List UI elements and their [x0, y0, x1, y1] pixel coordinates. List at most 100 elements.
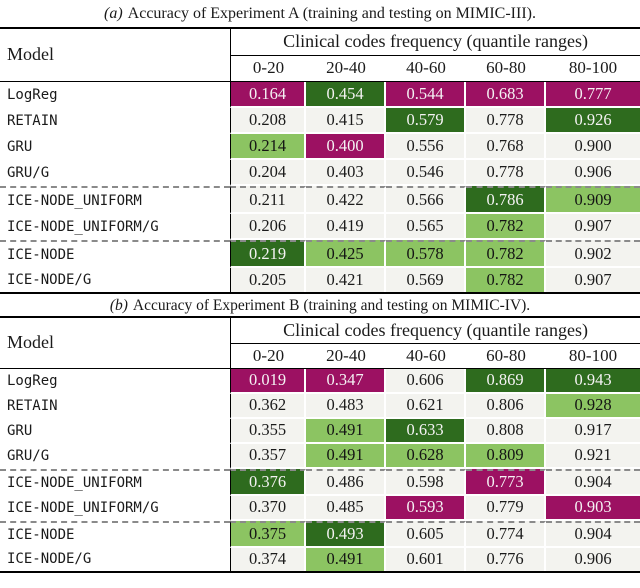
accuracy-value-cell: 0.019 [230, 368, 306, 394]
frequency-group-header: Clinical codes frequency (quantile range… [230, 317, 640, 344]
table-row: ICE-NODE_UNIFORM/G 0.370 0.485 0.593 0.779 0.… [0, 495, 640, 521]
accuracy-value-cell: 0.906 [546, 547, 640, 571]
table-row: ICE-NODE_UNIFORM/G 0.206 0.419 0.565 0.782 0.… [0, 213, 640, 240]
model-column-header: Model [0, 317, 230, 369]
accuracy-value-cell: 0.782 [466, 267, 546, 292]
accuracy-value-cell: 0.633 [386, 418, 466, 444]
accuracy-value-cell: 0.491 [306, 418, 386, 444]
accuracy-value-cell: 0.900 [546, 133, 640, 160]
caption-text: Accuracy of Experiment A (training and t… [127, 5, 536, 22]
accuracy-value-cell: 0.579 [386, 107, 466, 134]
accuracy-value-cell: 0.370 [230, 495, 306, 521]
caption-label: (b) [109, 296, 128, 314]
table-b-body: LogReg 0.019 0.347 0.606 0.869 0.943 RETAIN 0.3… [0, 368, 640, 571]
model-name: LogReg [0, 368, 230, 394]
table-row: RETAIN 0.362 0.483 0.621 0.806 0.928 [0, 393, 640, 419]
accuracy-value-cell: 0.493 [306, 520, 386, 548]
accuracy-value-cell: 0.768 [466, 133, 546, 160]
model-name: ICE-NODE/G [0, 267, 230, 292]
accuracy-value-cell: 0.606 [386, 368, 466, 394]
quantile-range-header: 60-80 [466, 343, 546, 369]
table-a-caption: (a) Accuracy of Experiment A (training an… [0, 0, 640, 27]
accuracy-value-cell: 0.208 [230, 107, 306, 134]
accuracy-value-cell: 0.454 [306, 81, 386, 108]
accuracy-value-cell: 0.483 [306, 393, 386, 419]
accuracy-table-b: Model Clinical codes frequency (quantile… [0, 315, 640, 573]
model-name: GRU/G [0, 159, 230, 186]
table-row: ICE-NODE/G 0.205 0.421 0.569 0.782 0.907 [0, 267, 640, 292]
accuracy-value-cell: 0.808 [466, 418, 546, 444]
accuracy-value-cell: 0.601 [386, 547, 466, 571]
accuracy-value-cell: 0.565 [386, 213, 466, 240]
accuracy-value-cell: 0.921 [546, 443, 640, 469]
accuracy-value-cell: 0.206 [230, 213, 306, 240]
model-name: ICE-NODE [0, 520, 230, 548]
model-name: ICE-NODE_UNIFORM/G [0, 495, 230, 521]
accuracy-value-cell: 0.374 [230, 547, 306, 571]
accuracy-value-cell: 0.774 [466, 520, 546, 548]
table-row: GRU/G 0.357 0.491 0.628 0.809 0.921 [0, 443, 640, 469]
model-name: ICE-NODE_UNIFORM [0, 185, 230, 214]
model-name: GRU [0, 133, 230, 160]
accuracy-value-cell: 0.219 [230, 239, 306, 268]
accuracy-value-cell: 0.415 [306, 107, 386, 134]
accuracy-value-cell: 0.776 [466, 547, 546, 571]
accuracy-value-cell: 0.904 [546, 468, 640, 496]
accuracy-value-cell: 0.205 [230, 267, 306, 292]
accuracy-value-cell: 0.419 [306, 213, 386, 240]
accuracy-value-cell: 0.777 [546, 81, 640, 108]
accuracy-value-cell: 0.375 [230, 520, 306, 548]
quantile-range-header: 80-100 [546, 55, 640, 82]
accuracy-value-cell: 0.598 [386, 468, 466, 496]
table-row: GRU/G 0.204 0.403 0.546 0.778 0.906 [0, 159, 640, 186]
table-row: RETAIN 0.208 0.415 0.579 0.778 0.926 [0, 107, 640, 134]
model-name: GRU [0, 418, 230, 444]
model-name: ICE-NODE/G [0, 547, 230, 571]
quantile-header-row: 0-20 20-40 40-60 60-80 80-100 [0, 55, 640, 82]
accuracy-value-cell: 0.926 [546, 107, 640, 134]
experiment-a-section: (a) Accuracy of Experiment A (training an… [0, 0, 640, 294]
table-row: GRU 0.355 0.491 0.633 0.808 0.917 [0, 418, 640, 444]
accuracy-value-cell: 0.425 [306, 239, 386, 268]
table-a-body: LogReg 0.164 0.454 0.544 0.683 0.777 RETAIN 0.2… [0, 81, 640, 292]
quantile-range-header: 40-60 [386, 55, 466, 82]
accuracy-value-cell: 0.909 [546, 185, 640, 214]
accuracy-value-cell: 0.485 [306, 495, 386, 521]
accuracy-value-cell: 0.903 [546, 495, 640, 521]
frequency-group-header: Clinical codes frequency (quantile range… [230, 28, 640, 56]
model-name: ICE-NODE_UNIFORM [0, 468, 230, 496]
quantile-range-header: 40-60 [386, 343, 466, 369]
table-row: ICE-NODE_UNIFORM 0.376 0.486 0.598 0.773 0.90… [0, 468, 640, 496]
quantile-range-header: 80-100 [546, 343, 640, 369]
accuracy-value-cell: 0.491 [306, 443, 386, 469]
accuracy-value-cell: 0.902 [546, 239, 640, 268]
header-row-group: Model Clinical codes frequency (quantile… [0, 317, 640, 369]
accuracy-value-cell: 0.917 [546, 418, 640, 444]
accuracy-value-cell: 0.362 [230, 393, 306, 419]
accuracy-value-cell: 0.164 [230, 81, 306, 108]
model-name: GRU/G [0, 443, 230, 469]
accuracy-value-cell: 0.778 [466, 107, 546, 134]
quantile-range-header: 0-20 [230, 55, 306, 82]
accuracy-value-cell: 0.578 [386, 239, 466, 268]
accuracy-value-cell: 0.779 [466, 495, 546, 521]
accuracy-value-cell: 0.355 [230, 418, 306, 444]
accuracy-value-cell: 0.214 [230, 133, 306, 160]
model-name: ICE-NODE [0, 239, 230, 268]
quantile-range-header: 0-20 [230, 343, 306, 369]
accuracy-value-cell: 0.605 [386, 520, 466, 548]
accuracy-value-cell: 0.347 [306, 368, 386, 394]
accuracy-value-cell: 0.544 [386, 81, 466, 108]
accuracy-value-cell: 0.782 [466, 239, 546, 268]
table-row: LogReg 0.019 0.347 0.606 0.869 0.943 [0, 368, 640, 394]
accuracy-value-cell: 0.786 [466, 185, 546, 214]
accuracy-value-cell: 0.204 [230, 159, 306, 186]
accuracy-value-cell: 0.809 [466, 443, 546, 469]
accuracy-value-cell: 0.400 [306, 133, 386, 160]
model-name: RETAIN [0, 393, 230, 419]
accuracy-value-cell: 0.357 [230, 443, 306, 469]
accuracy-value-cell: 0.546 [386, 159, 466, 186]
accuracy-value-cell: 0.683 [466, 81, 546, 108]
accuracy-value-cell: 0.491 [306, 547, 386, 571]
accuracy-value-cell: 0.778 [466, 159, 546, 186]
